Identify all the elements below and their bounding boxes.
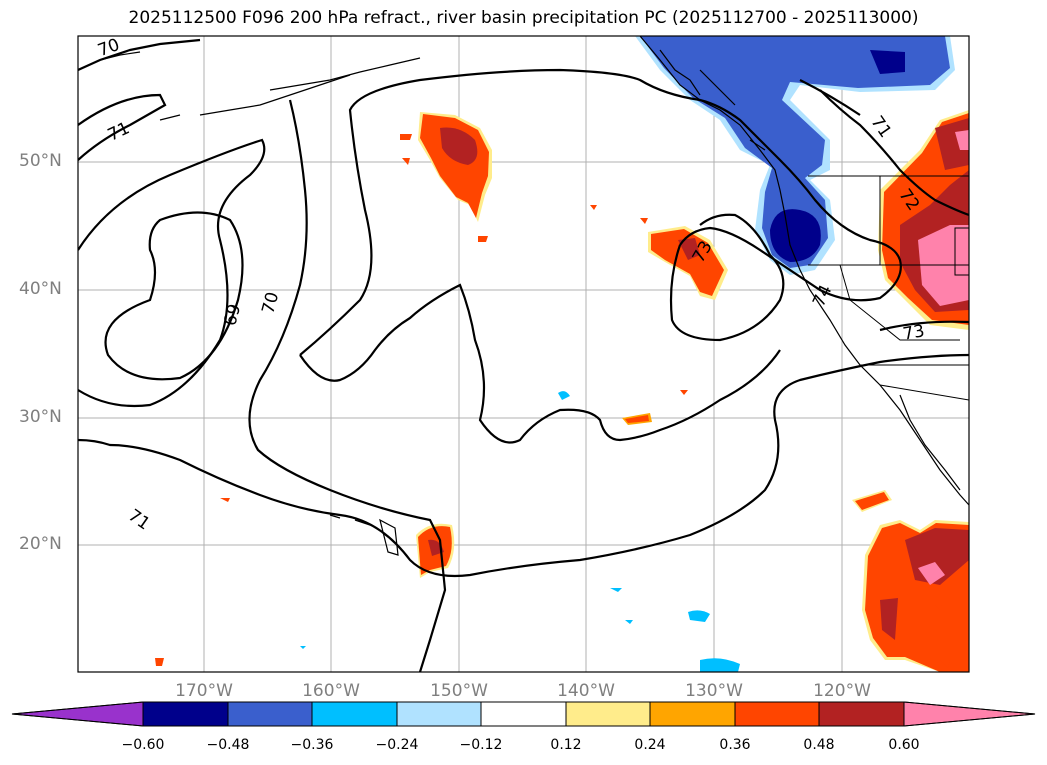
colorbar-tick-label: −0.12 (459, 737, 503, 753)
colorbar-tick-label: 0.60 (888, 737, 920, 753)
colorbar-swatch-7 (649, 701, 736, 727)
map-title: 2025112500 F096 200 hPa refract., river … (128, 8, 919, 28)
lat-label-50n: 50°N (19, 151, 62, 171)
lat-label-30n: 30°N (19, 407, 62, 427)
colorbar-swatch-0 (11, 701, 144, 727)
colorbar-tick-label: 0.12 (550, 737, 582, 753)
colorbar-swatch-5 (480, 701, 567, 727)
lat-label-40n: 40°N (19, 279, 62, 299)
colorbar-tick-label: −0.48 (206, 737, 250, 753)
lon-label-150w: 150°W (430, 681, 488, 701)
plot-frame (77, 35, 970, 673)
colorbar-tick-label: 0.36 (719, 737, 751, 753)
colorbar-swatch-4 (396, 701, 482, 727)
colorbar-swatch-1 (142, 701, 229, 727)
coastlines (99, 36, 969, 556)
colorbar-tick-label: −0.36 (290, 737, 334, 753)
lon-label-160w: 160°W (302, 681, 360, 701)
colorbar-swatch-2 (227, 701, 313, 727)
state-borders (808, 175, 969, 401)
positive-precip-areas (155, 110, 969, 672)
colorbar (11, 701, 1036, 727)
colorbar-tick-label: −0.24 (375, 737, 419, 753)
colorbar-tick-label: −0.60 (121, 737, 165, 753)
lon-label-120w: 120°W (813, 681, 871, 701)
refractivity-contours (78, 38, 969, 672)
lon-label-140w: 140°W (557, 681, 615, 701)
colorbar-swatch-3 (311, 701, 398, 727)
negative-precip-areas (300, 36, 955, 672)
colorbar-swatch-6 (565, 701, 651, 727)
colorbar-swatch-8 (734, 701, 820, 727)
lat-label-20n: 20°N (19, 534, 62, 554)
gridlines (78, 36, 969, 672)
contour-label: 73 (901, 321, 927, 345)
colorbar-swatch-9 (818, 701, 905, 727)
lon-label-170w: 170°W (175, 681, 233, 701)
colorbar-swatch-10 (903, 701, 1036, 727)
lon-label-130w: 130°W (685, 681, 743, 701)
colorbar-tick-label: 0.48 (803, 737, 835, 753)
colorbar-tick-label: 0.24 (634, 737, 666, 753)
